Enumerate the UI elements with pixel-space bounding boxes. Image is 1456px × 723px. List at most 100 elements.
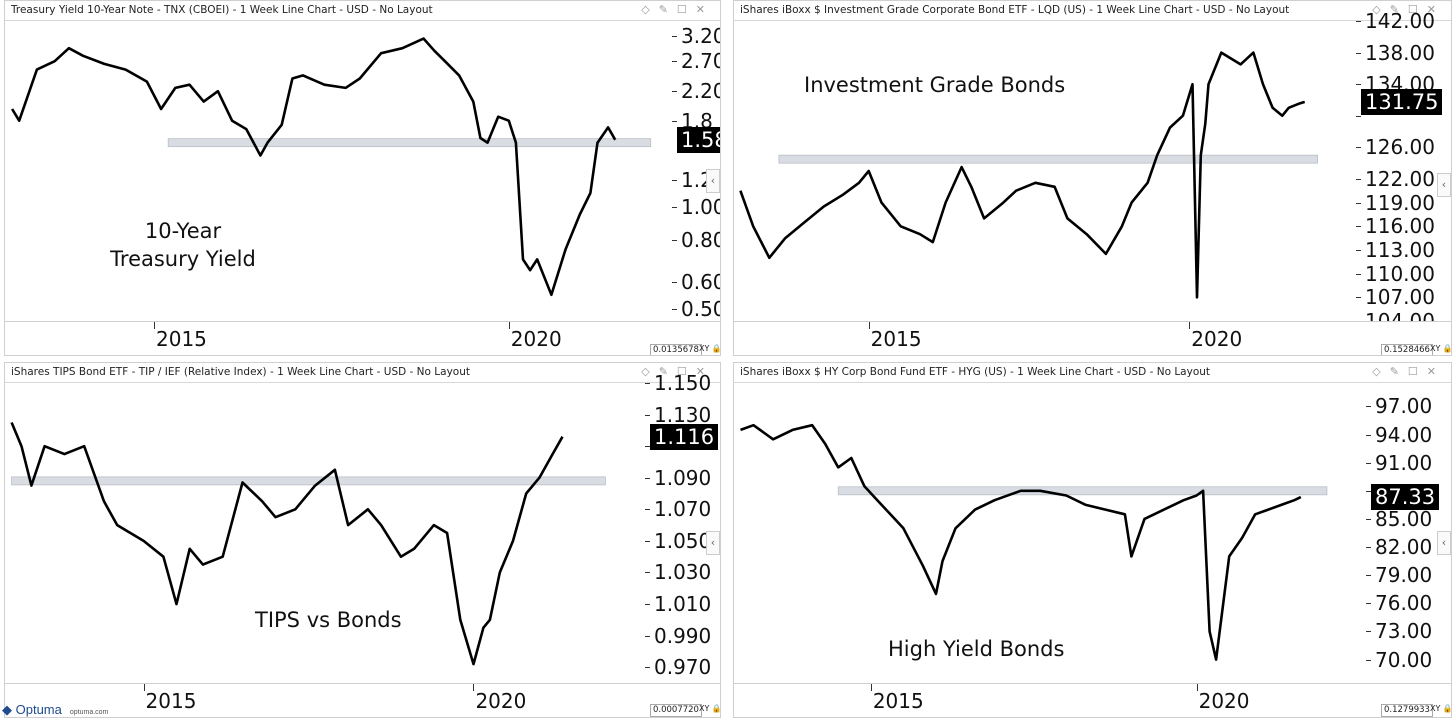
y-tick-label: 79.00 [1375,563,1433,588]
close-icon[interactable]: ✕ [695,365,714,378]
collapse-axis-button[interactable]: ‹ [1437,173,1451,197]
panel-title: iShares iBoxx $ Investment Grade Corpora… [740,4,1290,16]
series-line [10,421,564,666]
y-tick-label: 0.50 [681,296,720,321]
chart-panel-tips[interactable]: iShares TIPS Bond ETF - TIP / IEF (Relat… [4,362,721,718]
chart-annotation: Investment Grade Bonds [804,71,1065,99]
y-tick-label: 0.970 [654,655,712,680]
y-tick-label: 1.090 [654,465,712,490]
maximize-icon[interactable]: ☐ [1407,365,1427,378]
y-tick-label: 70.00 [1375,647,1433,672]
chart-panel-hyg[interactable]: iShares iBoxx $ HY Corp Bond Fund ETF - … [733,362,1452,718]
y-tick-mark [672,180,677,182]
panel-title-bar: iShares TIPS Bond ETF - TIP / IEF (Relat… [5,363,720,383]
diamond-icon[interactable]: ◇ [641,3,659,16]
y-tick-label: 116.00 [1365,214,1435,239]
scale-readout: 0.1279933 [1381,704,1433,717]
y-axis[interactable]: 97.0094.0091.0088.0085.0082.0079.0076.00… [1366,383,1451,683]
y-tick-mark [672,61,677,63]
collapse-axis-button[interactable]: ‹ [706,531,720,555]
chart-panel-tnx[interactable]: Treasury Yield 10-Year Note - TNX (CBOEI… [4,0,721,356]
y-tick-mark [1366,603,1371,605]
plot-area[interactable]: High Yield Bonds [734,383,1366,683]
x-tick-label: 2015 [156,327,207,351]
y-axis[interactable]: 142.00138.00134.00130.00126.00122.00119.… [1356,11,1451,331]
scale-readout: 0.0007720 [650,704,702,717]
logo-name: Optuma [15,702,62,717]
y-tick-label: 3.20 [681,24,720,49]
y-tick-label: 110.00 [1365,261,1435,286]
panel-title-bar: iShares iBoxx $ Investment Grade Corpora… [734,1,1451,21]
logo-icon: ◆ [2,702,12,717]
y-tick-label: 1.070 [654,497,712,522]
collapse-axis-button[interactable]: ‹ [1437,531,1451,555]
y-tick-mark [1356,297,1361,299]
pin-icon[interactable]: ✎ [658,3,677,16]
x-axis[interactable]: 2015 2020 [734,683,1451,717]
chart-svg [739,51,1318,299]
y-tick-mark [672,206,677,208]
plot-area[interactable]: 10-Year Treasury Yield [5,21,672,321]
y-tick-mark [672,308,677,310]
plot-area[interactable]: Investment Grade Bonds [734,21,1356,321]
y-tick-mark [1366,406,1371,408]
close-icon[interactable]: ✕ [1426,365,1445,378]
y-tick-mark [672,281,677,283]
y-tick-label: 107.00 [1365,285,1435,310]
last-value-label: 1.116 [650,423,719,450]
x-tick-label: 2015 [872,689,924,713]
x-axis[interactable]: 2015 2020 [734,321,1451,355]
x-tick-mark [1189,322,1191,329]
plot-area[interactable]: TIPS vs Bonds [5,383,645,683]
logo-url: optuma.com [69,709,109,716]
y-tick-mark [672,120,677,122]
support-band [837,486,1328,496]
last-value-label: 1.58 [677,126,720,153]
xy-lock-button[interactable]: XY 🔒 [699,704,721,713]
y-tick-label: 85.00 [1375,506,1433,531]
diamond-icon[interactable]: ◇ [641,365,659,378]
y-tick-label: 138.00 [1365,40,1435,65]
annotation-line-1: Investment Grade Bonds [804,73,1066,97]
chart-panel-lqd[interactable]: iShares iBoxx $ Investment Grade Corpora… [733,0,1452,356]
xy-lock-button[interactable]: XY 🔒 [1430,344,1452,353]
y-tick-mark [645,635,650,637]
panel-window-controls[interactable]: ◇✎☐✕ [641,365,714,378]
y-tick-mark [1366,547,1371,549]
y-tick-mark [645,509,650,511]
xy-lock-button[interactable]: XY 🔒 [699,344,721,353]
panel-window-controls[interactable]: ◇✎☐✕ [1372,3,1445,16]
xy-lock-button[interactable]: XY 🔒 [1430,704,1452,713]
y-tick-label: 94.00 [1375,422,1433,447]
y-tick-label: 1.150 [654,371,712,395]
collapse-axis-button[interactable]: ‹ [706,169,720,193]
close-icon[interactable]: ✕ [1426,3,1445,16]
y-tick-label: 91.00 [1375,450,1433,475]
optuma-logo: ◆ Optuma optuma.com [2,702,108,718]
y-tick-label: 2.70 [681,49,720,74]
x-axis[interactable]: 2015 2020 [5,683,720,717]
panel-window-controls[interactable]: ◇✎☐✕ [641,3,714,16]
y-tick-label: 2.20 [681,79,720,104]
diamond-icon[interactable]: ◇ [1372,3,1390,16]
last-value-label: 131.75 [1361,88,1443,115]
support-band [167,138,652,148]
chart-svg [10,37,652,297]
close-icon[interactable]: ✕ [695,3,714,16]
pin-icon[interactable]: ✎ [1389,3,1408,16]
panel-window-controls[interactable]: ◇✎☐✕ [1372,365,1445,378]
y-tick-mark [1356,52,1361,54]
y-tick-mark [1366,575,1371,577]
pin-icon[interactable]: ✎ [1389,365,1408,378]
maximize-icon[interactable]: ☐ [1407,3,1427,16]
y-tick-mark [672,91,677,93]
pin-icon[interactable]: ✎ [658,365,677,378]
y-tick-label: 0.80 [681,227,720,252]
x-axis[interactable]: 2015 2020 [5,321,720,355]
y-tick-mark [645,446,650,448]
maximize-icon[interactable]: ☐ [676,365,696,378]
annotation-line-1: High Yield Bonds [888,637,1065,661]
y-tick-mark [1356,273,1361,275]
diamond-icon[interactable]: ◇ [1372,365,1390,378]
maximize-icon[interactable]: ☐ [676,3,696,16]
